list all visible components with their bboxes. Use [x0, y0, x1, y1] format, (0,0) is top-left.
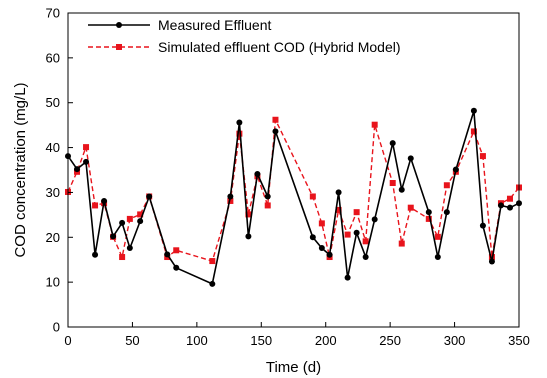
measured-effluent-point	[227, 193, 234, 200]
measured-effluent-point	[362, 254, 369, 261]
y-tick-label: 70	[46, 6, 60, 21]
measured-effluent-point	[443, 209, 450, 216]
measured-effluent-point	[209, 280, 216, 287]
chart-marks	[65, 107, 522, 287]
measured-effluent-point	[264, 193, 271, 200]
simulated-effluent-point	[309, 193, 316, 200]
measured-effluent-line	[67, 110, 520, 285]
legend-simulated-effluent-label: Simulated effluent COD (Hybrid Model)	[158, 39, 401, 55]
measured-effluent-point	[407, 155, 414, 162]
measured-effluent-point	[389, 140, 396, 147]
measured-effluent-point	[309, 234, 316, 241]
x-tick-label: 150	[250, 333, 272, 348]
simulated-effluent-point	[227, 197, 234, 204]
simulated-effluent-point	[264, 202, 271, 209]
simulated-effluent-point	[137, 211, 144, 218]
measured-effluent-point	[254, 171, 261, 178]
y-tick-label: 50	[46, 95, 60, 110]
measured-effluent-point	[126, 245, 133, 252]
x-tick-label: 200	[315, 333, 337, 348]
measured-effluent-point	[173, 264, 180, 271]
measured-effluent-point	[101, 197, 108, 204]
measured-effluent-point	[452, 166, 459, 173]
legend: Measured Effluent Simulated effluent COD …	[88, 17, 401, 55]
measured-effluent-point	[470, 107, 477, 114]
simulated-effluent-point	[425, 215, 432, 222]
measured-effluent-point	[344, 274, 351, 281]
x-axis-title: Time (d)	[266, 359, 321, 376]
measured-effluent-point	[434, 254, 441, 261]
simulated-effluent-point	[398, 240, 405, 247]
measured-effluent-point	[146, 193, 153, 200]
measured-effluent-point	[497, 202, 504, 209]
measured-effluent-point	[92, 251, 99, 258]
measured-effluent-point	[353, 229, 360, 236]
simulated-effluent-point	[353, 209, 360, 216]
legend-measured-effluent-marker	[116, 22, 122, 28]
x-tick-label: 300	[444, 333, 466, 348]
y-tick-label: 0	[53, 320, 60, 335]
chart-axes: 0 50 100 150 200 250 300 350 0 10 20 30 40 50 60 70	[46, 6, 530, 349]
simulated-effluent-point	[236, 130, 243, 137]
simulated-effluent-point	[506, 195, 513, 202]
simulated-effluent-point	[245, 211, 252, 218]
simulated-effluent-point	[272, 116, 279, 123]
y-axis-title: COD concentration (mg/L)	[12, 82, 29, 257]
x-tick-label: 350	[508, 333, 530, 348]
simulated-effluent-point	[126, 215, 133, 222]
measured-effluent-point	[164, 251, 171, 258]
measured-effluent-point	[83, 158, 90, 165]
y-tick-label: 30	[46, 185, 60, 200]
measured-effluent-point	[236, 119, 243, 126]
legend-measured-effluent-label: Measured Effluent	[158, 17, 271, 33]
measured-effluent-point	[272, 128, 279, 135]
simulated-effluent-point	[407, 204, 414, 211]
measured-effluent-point	[479, 222, 486, 229]
measured-effluent-point	[335, 189, 342, 196]
measured-effluent-point	[110, 233, 117, 240]
simulated-effluent-point	[335, 206, 342, 213]
simulated-effluent-point	[470, 128, 477, 135]
measured-effluent-point	[326, 251, 333, 258]
simulated-effluent-point	[362, 238, 369, 245]
measured-effluent-point	[119, 219, 126, 226]
x-tick-label: 0	[64, 333, 71, 348]
x-tick-label: 100	[186, 333, 208, 348]
measured-effluent-point	[137, 218, 144, 225]
simulated-effluent-point	[344, 231, 351, 238]
legend-simulated-effluent-marker	[116, 44, 122, 50]
measured-effluent-point	[398, 186, 405, 193]
simulated-effluent-point	[434, 233, 441, 240]
y-tick-label: 20	[46, 230, 60, 245]
y-tick-label: 10	[46, 275, 60, 290]
x-tick-label: 250	[379, 333, 401, 348]
plot-frame	[67, 12, 520, 328]
y-tick-label: 60	[46, 50, 60, 65]
simulated-effluent-point	[173, 247, 180, 254]
measured-effluent-point	[245, 233, 252, 240]
measured-effluent-point	[371, 216, 378, 223]
measured-effluent-point	[318, 245, 325, 252]
measured-effluent-point	[506, 204, 513, 211]
simulated-effluent-point	[119, 254, 126, 261]
simulated-effluent-point	[83, 144, 90, 151]
simulated-effluent-point	[92, 202, 99, 209]
series-measured-effluent	[65, 107, 522, 287]
y-tick-label: 40	[46, 140, 60, 155]
simulated-effluent-point	[443, 182, 450, 189]
simulated-effluent-point	[389, 180, 396, 187]
simulated-effluent-point	[479, 153, 486, 160]
measured-effluent-point	[488, 258, 495, 265]
x-tick-label: 50	[125, 333, 139, 348]
series-simulated-effluent	[65, 116, 522, 265]
simulated-effluent-point	[209, 258, 216, 265]
simulated-effluent-point	[371, 121, 378, 128]
simulated-effluent-point	[318, 220, 325, 227]
measured-effluent-point	[425, 209, 432, 216]
measured-effluent-point	[74, 166, 81, 173]
